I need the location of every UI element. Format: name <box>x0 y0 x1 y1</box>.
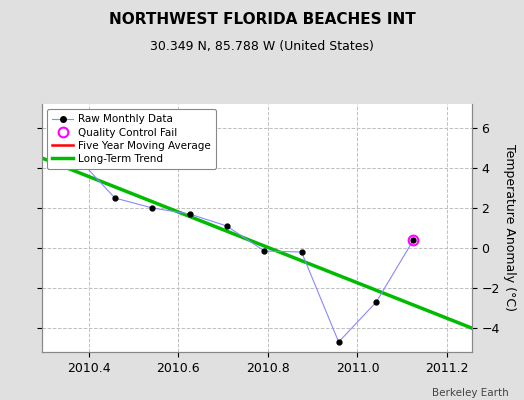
Text: NORTHWEST FLORIDA BEACHES INT: NORTHWEST FLORIDA BEACHES INT <box>108 12 416 27</box>
Text: Berkeley Earth: Berkeley Earth <box>432 388 508 398</box>
Y-axis label: Temperature Anomaly (°C): Temperature Anomaly (°C) <box>504 144 516 312</box>
Legend: Raw Monthly Data, Quality Control Fail, Five Year Moving Average, Long-Term Tren: Raw Monthly Data, Quality Control Fail, … <box>47 109 216 169</box>
Text: 30.349 N, 85.788 W (United States): 30.349 N, 85.788 W (United States) <box>150 40 374 53</box>
